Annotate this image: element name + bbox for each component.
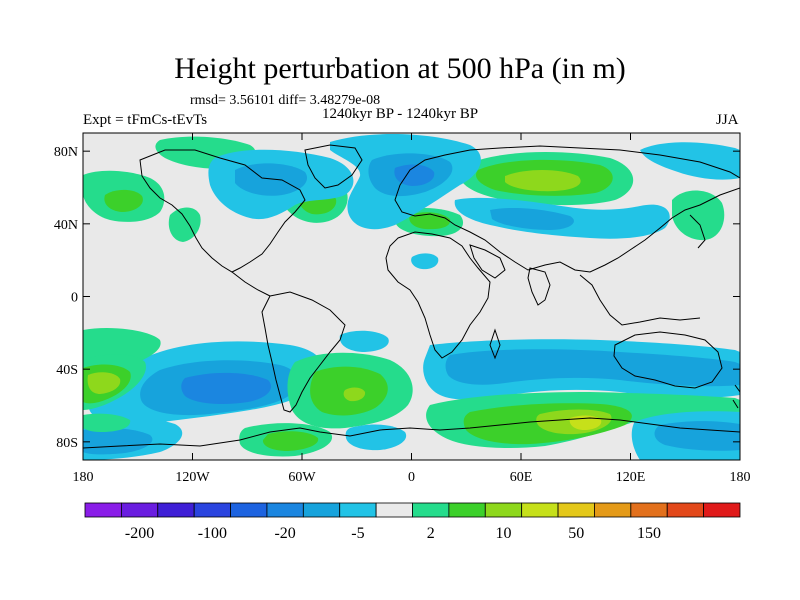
stats-label: rmsd= 3.56101 diff= 3.48279e-08: [190, 93, 381, 108]
colorbar-swatch: [120, 502, 159, 518]
colorbar-swatch: [302, 502, 341, 518]
colorbar-swatch: [84, 502, 122, 518]
coastline-greenland: [304, 144, 363, 189]
coastlines: [83, 144, 740, 449]
coastline-north-america: [139, 149, 306, 273]
contour-region: [181, 372, 272, 404]
coastline-europe-asia: [394, 145, 740, 273]
colorbar-label: 2: [427, 525, 435, 542]
x-tick-label: 60W: [288, 470, 316, 485]
coastline-new-zealand: [732, 384, 740, 409]
colorbar-label: -5: [351, 525, 364, 542]
season-label: JJA: [716, 112, 739, 128]
contour-region: [345, 424, 407, 451]
plot-title: Height perturbation at 500 hPa (in m): [174, 52, 626, 85]
coastline-africa: [385, 231, 491, 359]
coastline-south-america: [261, 291, 346, 413]
colorbar-swatch: [666, 502, 705, 518]
colorbar-label: 150: [637, 525, 661, 542]
contour-region: [87, 372, 121, 394]
coastline-india: [527, 267, 551, 306]
colorbar-swatch: [484, 502, 523, 518]
coastline-japan: [689, 214, 706, 249]
contour-region: [672, 190, 725, 241]
x-tick-label: 120W: [175, 470, 210, 485]
colorbar-label: -20: [274, 525, 295, 542]
colorbar-swatch: [193, 502, 231, 518]
colorbar-swatch: [630, 502, 668, 518]
y-tick-label: 40S: [56, 363, 78, 378]
contour-region: [640, 142, 740, 180]
colorbar-swatch: [375, 502, 413, 518]
contour-region: [343, 387, 366, 402]
x-tick-label: 0: [408, 470, 415, 485]
colorbar-swatch: [703, 502, 741, 518]
contour-region: [445, 349, 740, 387]
colorbar-label: 10: [495, 525, 511, 542]
colorbar-swatch: [230, 502, 268, 518]
contour-region: [654, 421, 740, 451]
x-tick-label: 180: [73, 470, 94, 485]
y-tick-label: 40N: [54, 218, 78, 233]
colorbar-swatch: [557, 502, 595, 518]
y-tick-label: 0: [71, 291, 78, 306]
colorbar-swatch: [594, 502, 632, 518]
colorbar-swatch: [266, 502, 304, 518]
x-tick-label: 180: [730, 470, 751, 485]
y-tick-label: 80S: [56, 436, 78, 451]
contour-region: [339, 330, 389, 352]
colorbar-swatch: [157, 502, 195, 518]
contour-region: [168, 207, 201, 242]
contour-region: [394, 164, 435, 186]
latitude-axis: 80N 40N 0 40S 80S: [54, 145, 740, 451]
colorbar-label: -100: [198, 525, 227, 542]
coastline-se-asia: [579, 274, 701, 326]
experiment-label: Expt = tFmCs-tEvTs: [83, 112, 208, 128]
coastline-arabia: [469, 244, 506, 279]
contour-region: [83, 413, 131, 432]
x-tick-label: 120E: [616, 470, 646, 485]
colorbar-swatch: [339, 502, 377, 518]
colorbar: -200 -100 -20 -5 2 10 50 150: [84, 502, 741, 542]
contour-fields: [83, 134, 740, 460]
colorbar-swatch: [412, 502, 450, 518]
contour-region: [411, 253, 439, 270]
period-label: 1240kyr BP - 1240kyr BP: [322, 106, 479, 122]
colorbar-label: 50: [568, 525, 584, 542]
contour-region: [104, 189, 143, 212]
coastline-central-america: [231, 271, 271, 297]
x-tick-label: 60E: [510, 470, 533, 485]
contour-region: [505, 170, 581, 192]
coastline-madagascar: [489, 328, 501, 360]
y-tick-label: 80N: [54, 145, 78, 160]
longitude-axis: 180 120W 60W 0 60E 120E 180: [73, 133, 751, 485]
contour-region: [490, 207, 574, 230]
contour-region: [83, 427, 153, 455]
contour-region: [262, 431, 319, 451]
coastline-antarctica: [83, 417, 740, 449]
colorbar-swatch: [521, 502, 559, 518]
colorbar-swatch: [448, 502, 486, 518]
colorbar-label: -200: [125, 525, 154, 542]
coastline-australia: [613, 331, 723, 389]
